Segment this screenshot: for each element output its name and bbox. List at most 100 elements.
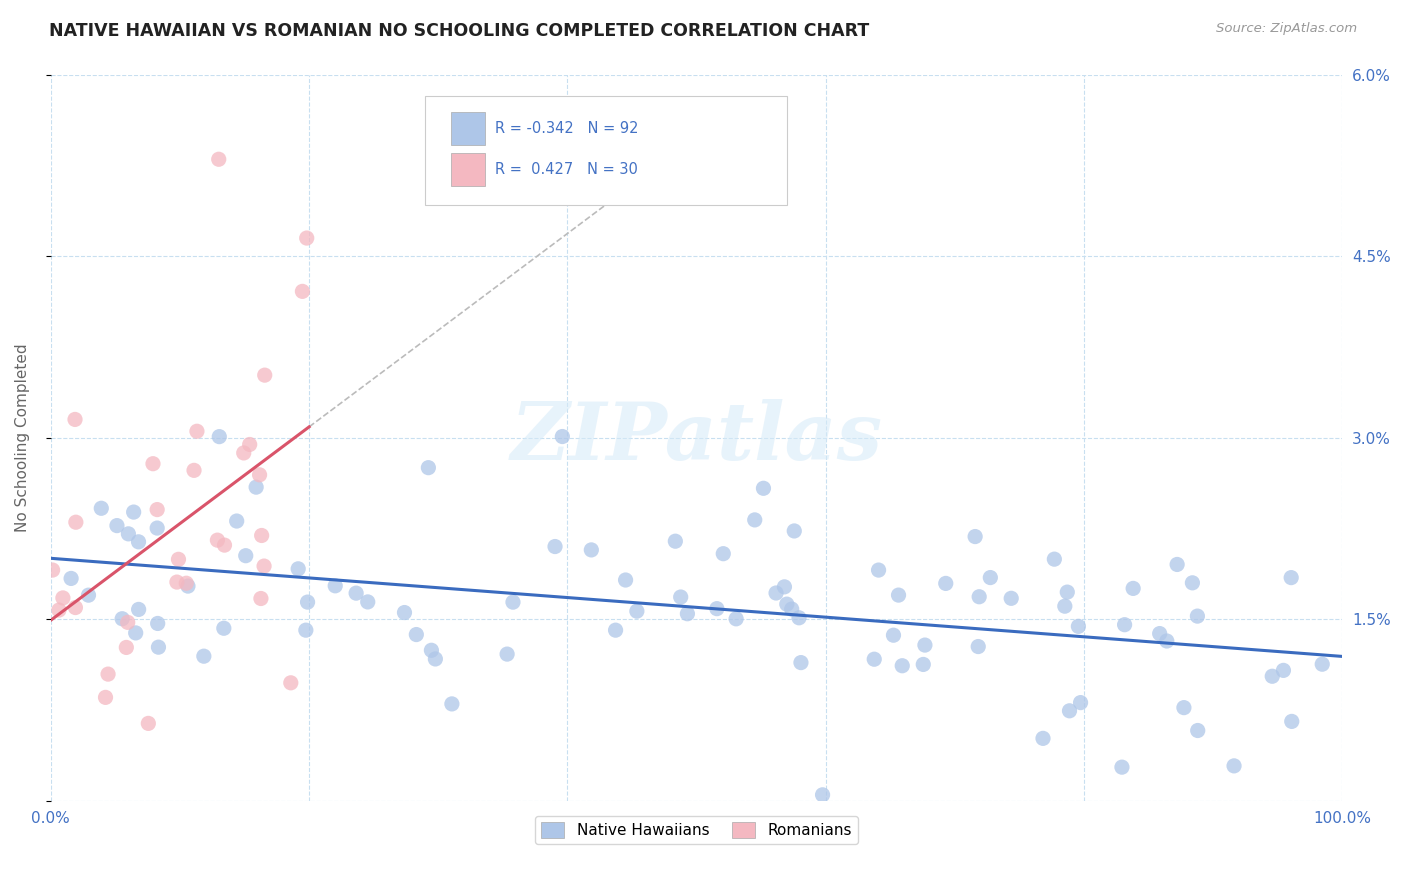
Point <box>249 467 271 482</box>
Point <box>979 570 1001 584</box>
Point <box>1173 700 1195 714</box>
Point <box>239 437 262 451</box>
Point <box>1111 760 1133 774</box>
Point <box>780 602 803 616</box>
Point <box>117 615 139 630</box>
Point <box>125 626 148 640</box>
Legend: Native Hawaiians, Romanians: Native Hawaiians, Romanians <box>536 816 858 844</box>
Point <box>914 638 936 652</box>
Point <box>1053 599 1076 614</box>
Point <box>967 590 990 604</box>
Point <box>142 457 165 471</box>
Point <box>882 628 904 642</box>
Point <box>117 526 139 541</box>
Point <box>297 595 319 609</box>
Point <box>146 502 169 516</box>
Point <box>90 501 112 516</box>
Point <box>887 588 910 602</box>
Point <box>208 153 231 167</box>
Point <box>295 231 318 245</box>
Point <box>357 595 380 609</box>
FancyBboxPatch shape <box>451 153 485 186</box>
Point <box>177 579 200 593</box>
Point <box>253 559 276 574</box>
Point <box>765 586 787 600</box>
Point <box>706 601 728 615</box>
Point <box>97 667 120 681</box>
Point <box>783 524 806 538</box>
Point <box>394 606 416 620</box>
Text: ZIPatlas: ZIPatlas <box>510 399 883 476</box>
Point <box>502 595 524 609</box>
Point <box>250 591 273 606</box>
Text: R =  0.427   N = 30: R = 0.427 N = 30 <box>495 162 638 178</box>
Point <box>496 647 519 661</box>
Point <box>912 657 935 672</box>
Point <box>1149 626 1171 640</box>
Point <box>235 549 257 563</box>
Point <box>1187 609 1209 624</box>
Point <box>891 658 914 673</box>
Point <box>1070 696 1092 710</box>
FancyBboxPatch shape <box>451 112 485 145</box>
Point <box>1261 669 1284 683</box>
Point <box>146 521 169 535</box>
Point <box>148 640 170 655</box>
Point <box>752 481 775 495</box>
Point <box>1114 617 1136 632</box>
Point <box>115 640 138 655</box>
Point <box>245 480 267 494</box>
Point <box>551 429 574 443</box>
Point <box>1166 558 1188 572</box>
Point <box>787 611 810 625</box>
Point <box>967 640 990 654</box>
Point <box>1122 582 1144 596</box>
Point <box>965 530 987 544</box>
Point <box>581 542 603 557</box>
Point <box>280 675 302 690</box>
Point <box>868 563 890 577</box>
Point <box>77 588 100 602</box>
Point <box>1059 704 1081 718</box>
Point <box>122 505 145 519</box>
Point <box>193 649 215 664</box>
Point <box>420 643 443 657</box>
Point <box>291 285 314 299</box>
Point <box>605 623 627 637</box>
Point <box>60 571 83 585</box>
Point <box>1272 664 1295 678</box>
Y-axis label: No Schooling Completed: No Schooling Completed <box>15 343 30 532</box>
Point <box>626 604 648 618</box>
Point <box>744 513 766 527</box>
Point <box>1067 619 1090 633</box>
Point <box>1187 723 1209 738</box>
Point <box>711 547 734 561</box>
Point <box>65 600 87 615</box>
Point <box>63 412 86 426</box>
Point <box>48 603 70 617</box>
Point <box>1156 634 1178 648</box>
Text: Source: ZipAtlas.com: Source: ZipAtlas.com <box>1216 22 1357 36</box>
Point <box>176 576 198 591</box>
Point <box>1281 714 1303 729</box>
Point <box>1310 657 1333 672</box>
Point <box>1223 759 1246 773</box>
Point <box>146 616 169 631</box>
Point <box>52 591 75 605</box>
Point <box>773 580 796 594</box>
Point <box>208 429 231 443</box>
Point <box>136 716 159 731</box>
Point <box>212 621 235 635</box>
FancyBboxPatch shape <box>426 96 787 205</box>
Point <box>676 607 699 621</box>
Point <box>544 540 567 554</box>
Point <box>440 697 463 711</box>
Point <box>65 515 87 529</box>
Point <box>863 652 886 666</box>
Point <box>167 552 190 566</box>
Point <box>1056 585 1078 599</box>
Point <box>295 623 318 637</box>
Point <box>41 563 63 577</box>
Point <box>225 514 247 528</box>
Point <box>253 368 276 383</box>
